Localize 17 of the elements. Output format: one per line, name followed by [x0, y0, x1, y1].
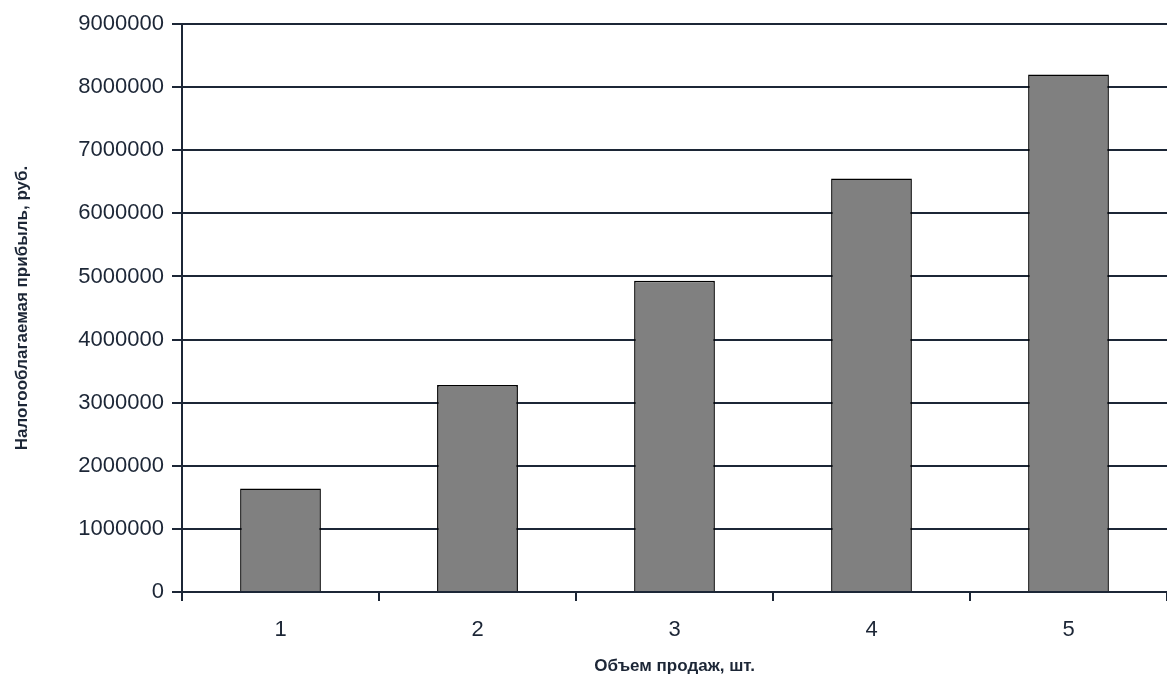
y-tick-label: 7000000 [78, 136, 164, 162]
x-tick-label: 4 [865, 616, 878, 642]
y-tick-label: 8000000 [78, 73, 164, 99]
y-tick-label: 6000000 [78, 199, 164, 225]
y-tick-label: 9000000 [78, 10, 164, 36]
y-tick-label: 1000000 [78, 514, 164, 540]
x-tick-label: 1 [274, 616, 287, 642]
x-tick-label: 5 [1062, 616, 1075, 642]
y-axis-title: Налогооблагаемая прибыль, руб. [11, 165, 31, 451]
x-tick-label: 3 [668, 616, 681, 642]
x-axis-title: Объем продаж, шт. [594, 656, 755, 676]
y-tick-label: 4000000 [78, 325, 164, 351]
x-tick-label: 2 [471, 616, 484, 642]
y-tick-label: 5000000 [78, 262, 164, 288]
y-tick-label: 0 [151, 578, 164, 604]
y-tick-label: 3000000 [78, 388, 164, 414]
y-tick-label: 2000000 [78, 451, 164, 477]
